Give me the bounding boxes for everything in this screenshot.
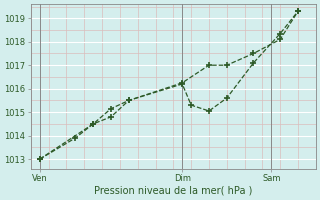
X-axis label: Pression niveau de la mer( hPa ): Pression niveau de la mer( hPa ): [94, 186, 252, 196]
